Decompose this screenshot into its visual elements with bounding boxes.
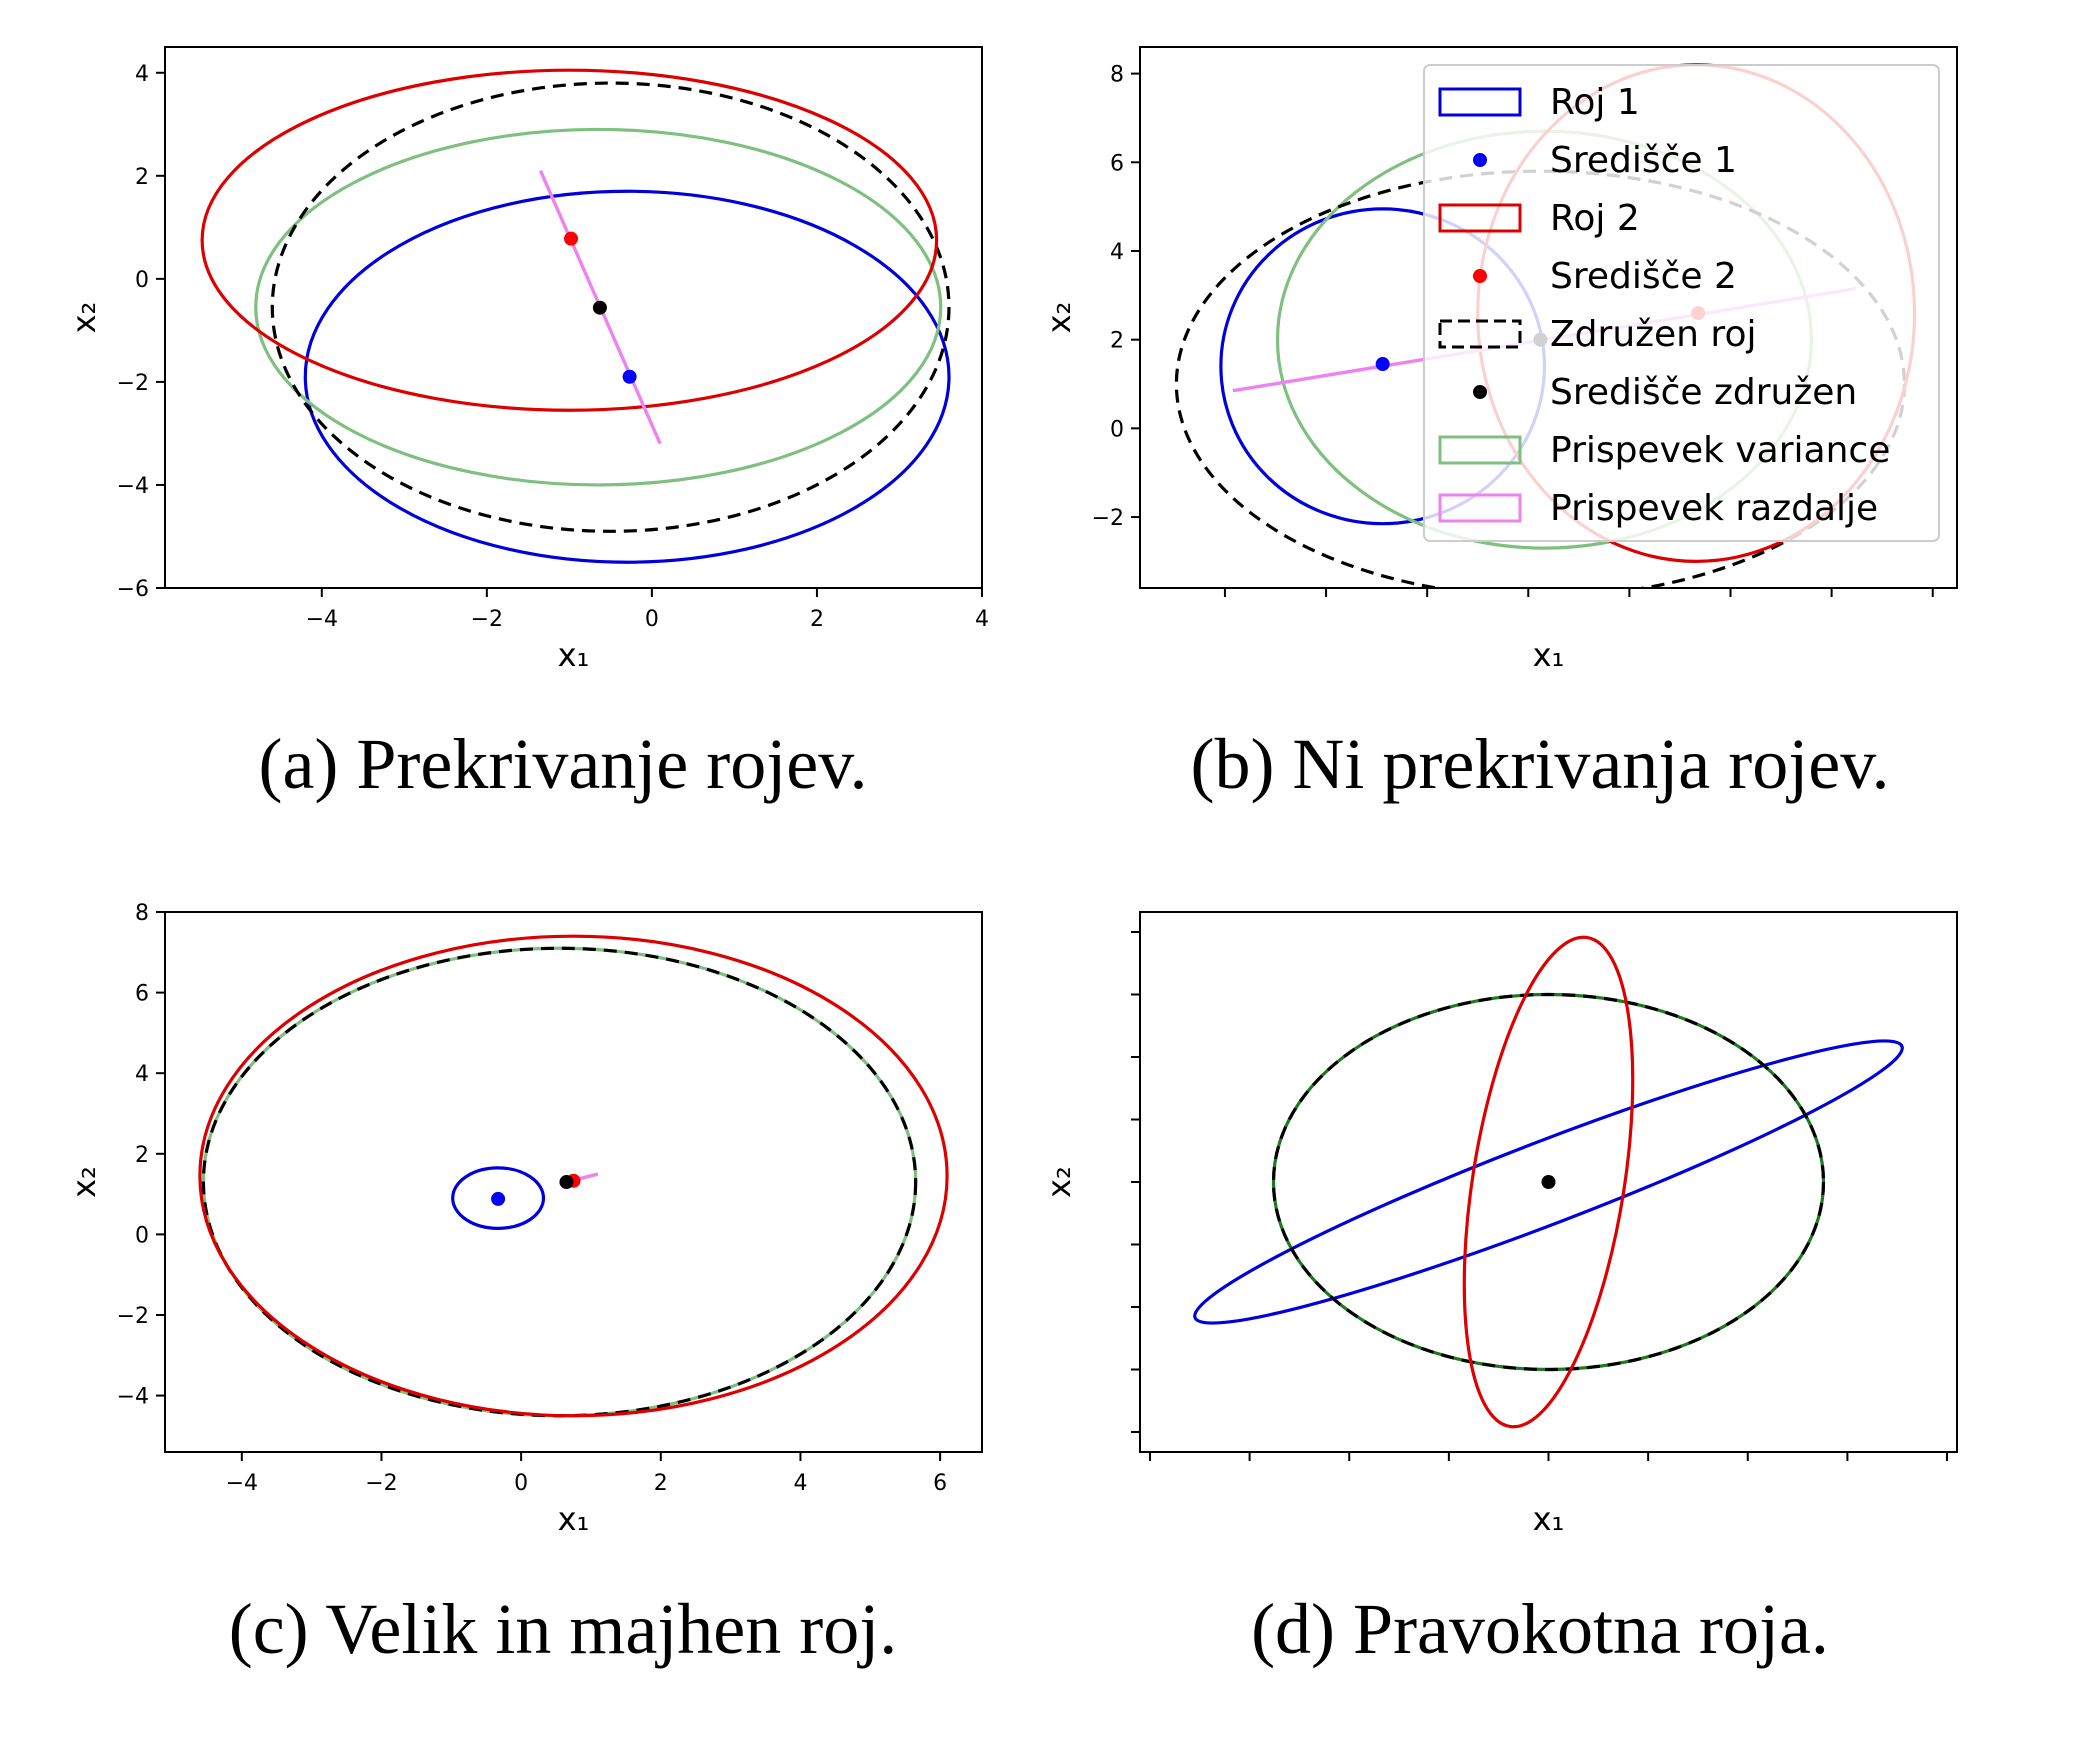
panel-a-caption: (a) Prekrivanje rojev.: [258, 724, 867, 804]
legend-swatch: [1438, 203, 1522, 233]
legend-frame: [1423, 64, 1940, 542]
legend-label: Združen roj: [1550, 314, 1756, 355]
ellipse-roj1: [451, 1166, 546, 1230]
y-tick-label: −2: [117, 1304, 149, 1329]
x-axis-label: x₁: [558, 1500, 590, 1538]
y-tick-label: 4: [135, 1062, 149, 1087]
legend-item: Središče 2: [1473, 256, 1737, 297]
point-center2: [564, 231, 579, 246]
y-tick-label: 2: [135, 1143, 149, 1168]
x-axis-label: x₁: [1533, 636, 1565, 674]
legend: Roj 1 Središče 1 Roj 2 Središče 2 Združen ro…: [1423, 64, 1940, 542]
y-tick-label: 6: [135, 982, 149, 1007]
plot-area: [200, 68, 951, 564]
x-tick-label: 2: [654, 1471, 668, 1496]
plot-area: [198, 934, 949, 1418]
panel-d-caption: (d) Pravokotna roja.: [1251, 1589, 1829, 1669]
legend-item: Središče 1: [1473, 140, 1737, 181]
panel-b: −2 0 2 4 6 8 x₁ x₂ Roj 1 Središče 1 Roj 2 Središče …: [1040, 46, 1958, 804]
panel-d: x₁ x₂ (d) Pravokotna roja.: [1040, 911, 1958, 1669]
y-tick-label: 4: [1110, 240, 1124, 265]
legend-label: Središče združen: [1550, 372, 1857, 413]
point-center1: [491, 1191, 506, 1206]
axes-frame: [164, 911, 983, 1453]
legend-swatch: [1438, 87, 1522, 117]
panel-a: −4 −2 0 2 4 −6 −4 −2 0 2 4 x₁ x₂ (a) Prekrivanje roj…: [65, 46, 989, 804]
y-tick-label: 0: [135, 268, 149, 293]
x-tick-label: 2: [810, 607, 824, 632]
x-axis-label: x₁: [558, 636, 590, 674]
y-axis-label: x₂: [1040, 302, 1078, 334]
legend-swatch: [1438, 319, 1522, 349]
y-tick-label: 8: [1110, 63, 1124, 88]
legend-swatch: [1438, 435, 1522, 465]
legend-label: Središče 1: [1550, 140, 1737, 181]
axes-frame: [1139, 46, 1958, 589]
y-axis-label: x₂: [1040, 1166, 1078, 1198]
y-tick-label: 0: [135, 1223, 149, 1248]
legend-marker: [1473, 385, 1487, 399]
ellipse-roj2: [200, 68, 939, 412]
ellipse-roj2: [1462, 935, 1635, 1429]
x-tick-label: 4: [975, 607, 989, 632]
y-axis-label: x₂: [65, 302, 103, 334]
legend-swatch: [1438, 493, 1522, 523]
y-tick-label: 2: [135, 165, 149, 190]
ellipse-variance: [254, 127, 943, 487]
x-tick-label: −2: [365, 1471, 397, 1496]
legend-item: Roj 1: [1438, 82, 1640, 123]
x-tick-label: 0: [514, 1471, 528, 1496]
legend-label: Roj 2: [1550, 198, 1640, 239]
y-axis-label: x₂: [65, 1166, 103, 1198]
point-center1: [1375, 357, 1390, 372]
plot-area: [1193, 935, 1904, 1429]
legend-marker: [1473, 153, 1487, 167]
point-combined_center: [592, 300, 607, 315]
y-tick-label: 4: [135, 62, 149, 87]
x-tick-label: −4: [306, 607, 338, 632]
x-tick-label: 4: [793, 1471, 807, 1496]
x-tick-label: 6: [933, 1471, 947, 1496]
x-tick-label: −2: [471, 607, 503, 632]
legend-label: Roj 1: [1550, 82, 1640, 123]
point-center1: [622, 369, 637, 384]
y-tick-label: −4: [117, 474, 149, 499]
legend-label: Središče 2: [1550, 256, 1737, 297]
legend-label: Prispevek razdalje: [1550, 488, 1878, 529]
ellipse-roj2: [198, 934, 949, 1418]
legend-item: Prispevek variance: [1438, 430, 1890, 471]
ellipse-combined: [1271, 992, 1826, 1372]
legend-label: Prispevek variance: [1550, 430, 1890, 471]
ellipse-roj1: [1193, 1039, 1904, 1325]
legend-item: Prispevek razdalje: [1438, 488, 1878, 529]
panel-c-caption: (c) Velik in majhen roj.: [229, 1589, 898, 1669]
panel-b-caption: (b) Ni prekrivanja rojev.: [1190, 724, 1889, 804]
x-tick-label: −4: [226, 1471, 258, 1496]
point-combined_center: [1541, 1175, 1556, 1189]
legend-item: Združen roj: [1438, 314, 1756, 355]
y-tick-label: −2: [1092, 506, 1124, 531]
panel-c: −4 −2 0 2 4 6 −4 −2 0 2 4 6 8 x₁ x₂ (c) Velik in majhe…: [65, 901, 983, 1669]
x-axis-label: x₁: [1533, 1500, 1565, 1538]
y-tick-label: −6: [117, 577, 149, 602]
ellipse-roj1: [303, 189, 951, 564]
legend-item: Roj 2: [1438, 198, 1640, 239]
y-tick-label: 6: [1110, 151, 1124, 176]
axes-frame: [164, 46, 983, 589]
legend-marker: [1473, 269, 1487, 283]
legend-item: Središče združen: [1473, 372, 1857, 413]
x-tick-label: 0: [645, 607, 659, 632]
y-tick-label: 8: [135, 901, 149, 926]
y-tick-label: 2: [1110, 329, 1124, 354]
ellipse-combined: [270, 81, 951, 533]
y-tick-label: 0: [1110, 417, 1124, 442]
point-combined_center: [559, 1175, 574, 1189]
y-tick-label: −2: [117, 371, 149, 396]
y-tick-label: −4: [117, 1385, 149, 1410]
